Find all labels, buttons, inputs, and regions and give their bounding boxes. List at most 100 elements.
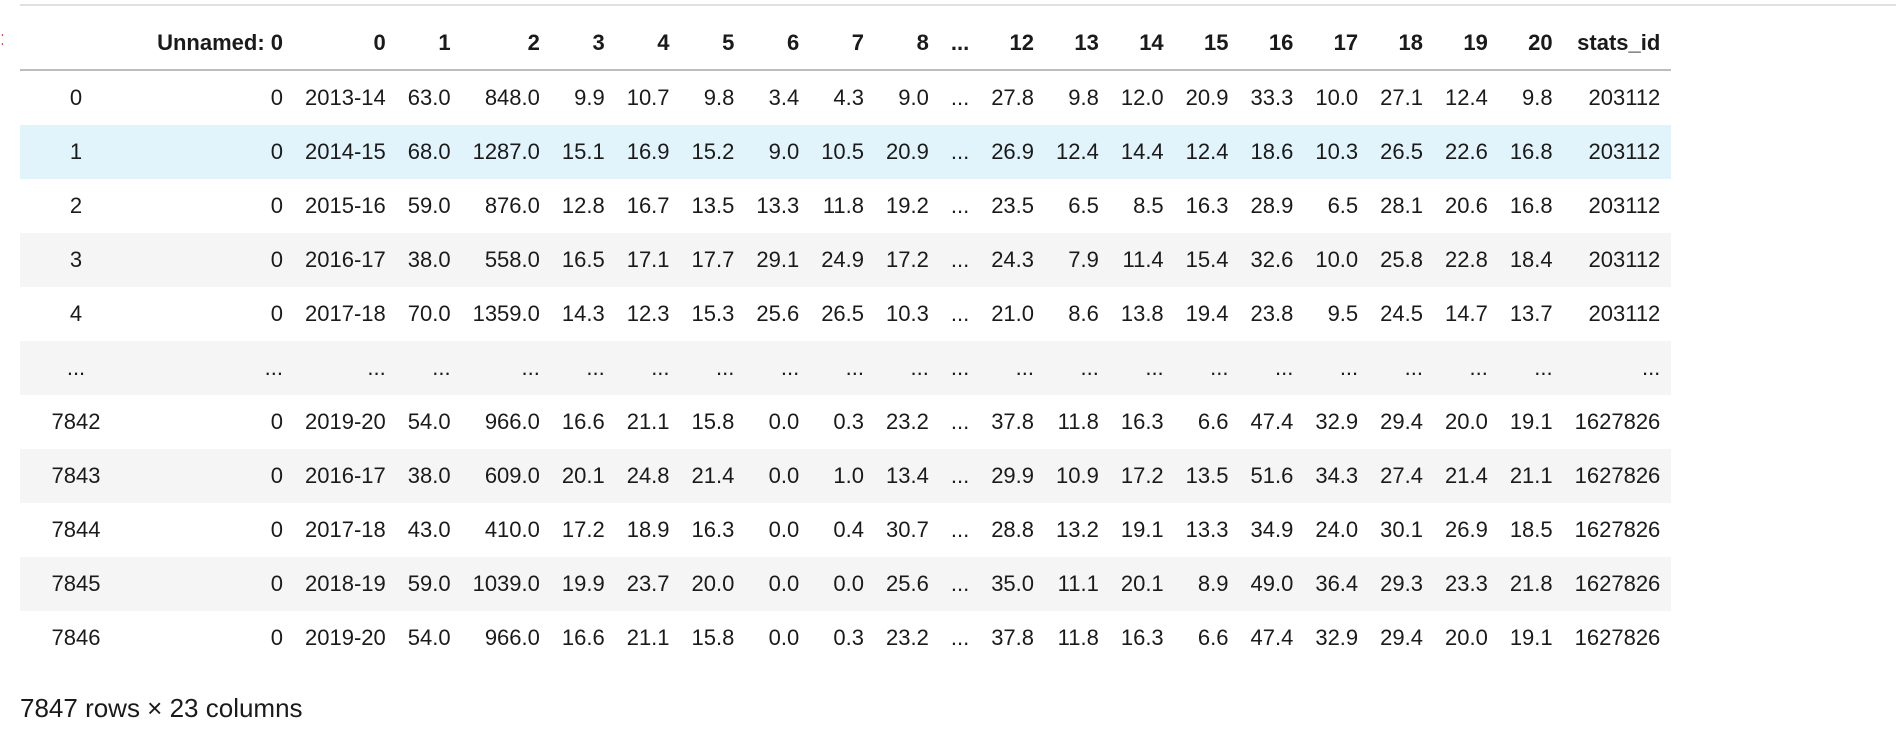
table-cell: 1287.0 [461,125,551,179]
table-cell: 17.1 [615,233,681,287]
table-row: 2 0 2015-16 59.0 876.0 12.8 16.7 13.5 13.3 11.8 19… [20,179,1671,233]
table-cell: 29.4 [1380,625,1423,650]
table-cell: 12.4 [1444,85,1488,110]
table-row: ........................................… [20,341,1672,395]
table-cell: 410.0 [484,517,540,542]
table-cell: 18.6 [1239,125,1305,179]
table-cell: 9.9 [574,85,605,110]
table-cell: ... [939,125,981,179]
table-cell: ... [615,341,681,395]
table-cell: 9.8 [1068,85,1099,110]
cell-top-border [20,0,1896,6]
row-index-cell: 7846 [51,625,101,650]
table-cell: 54.0 [407,625,451,650]
table-cell: 29.4 [1380,409,1423,434]
table-cell: ... [550,341,616,395]
table-cell: 51.6 [1239,449,1305,503]
table-cell: 11.1 [1045,557,1110,611]
table-cell: 10.3 [886,301,929,326]
column-header: 14 [1109,17,1175,71]
table-cell: 17.2 [875,233,940,287]
table-cell: 29.9 [980,449,1046,503]
table-cell: ... [294,341,397,395]
table-cell: ... [1109,341,1175,395]
table-cell: 27.1 [1380,85,1423,110]
table-cell: ... [1045,341,1110,395]
table-cell: 15.4 [1174,233,1240,287]
table-cell: 18.4 [1498,233,1564,287]
table-cell: 23.2 [886,409,929,434]
table-cell: 3.4 [768,85,800,110]
column-header: 7 [810,17,876,71]
table-cell: 22.8 [1433,233,1499,287]
table-cell: 14.3 [561,301,605,326]
table-cell: 0.3 [833,625,865,650]
table-cell: 876.0 [484,193,540,218]
row-index-cell: 3 [20,233,132,287]
row-index-cell: 7843 [20,449,132,503]
column-header: 20 [1498,17,1564,71]
table-cell: 23.7 [615,557,681,611]
table-cell: 10.7 [626,85,670,110]
table-cell: 1627826 [1574,517,1661,542]
table-cell: 1039.0 [461,557,551,611]
table-cell: ... [810,341,876,395]
table-cell: 20.0 [1444,625,1488,650]
table-cell: 1.0 [810,449,876,503]
table-cell: 68.0 [396,125,462,179]
table-cell: 19.1 [1509,409,1553,434]
table-cell: 16.3 [1120,625,1164,650]
table-cell: 33.3 [1250,85,1294,110]
table-cell: 26.5 [821,301,865,326]
table-row: 7845 0 2018-19 59.0 1039.0 19.9 23.7 20.0 0.0 0.0… [20,557,1672,611]
table-cell: 15.1 [550,125,616,179]
table-cell: ... [1304,341,1370,395]
table-cell: 25.8 [1369,233,1434,287]
table-cell: 1627826 [1574,409,1661,434]
table-cell: 13.7 [1509,301,1553,326]
table-cell: 0.0 [768,517,800,542]
table-cell: 8.5 [1133,193,1164,218]
table-cell: ... [745,341,811,395]
table-cell: 6.5 [1327,193,1359,218]
column-header: 5 [680,17,746,71]
row-index-cell: 0 [69,85,83,110]
table-row: 0 0 2013-14 63.0 848.0 9.9 10.7 9.8 3.4 4.3 9.0...… [20,70,1671,125]
table-cell: 37.8 [991,409,1035,434]
table-cell: ... [1563,341,1672,395]
table-cell: ... [875,341,940,395]
table-cell: 2015-16 [305,193,386,218]
table-cell: 11.8 [822,193,865,218]
table-cell: 17.2 [1109,449,1175,503]
table-cell: 6.5 [1068,193,1099,218]
column-header: 4 [615,17,681,71]
table-cell: 20.1 [1109,557,1175,611]
table-cell: 0 [270,193,283,218]
table-cell: ... [939,557,981,611]
row-index-cell: 4 [69,301,83,326]
index-header [20,17,132,71]
table-cell: ... [1369,341,1434,395]
table-cell: 63.0 [407,85,451,110]
table-cell: 0.0 [810,557,876,611]
table-cell: 2014-15 [294,125,397,179]
table-cell: 16.3 [1120,409,1164,434]
table-cell: ... [461,341,551,395]
table-cell: 49.0 [1239,557,1305,611]
table-cell: 12.8 [561,193,605,218]
table-cell: 28.1 [1380,193,1423,218]
table-cell: 2018-19 [294,557,397,611]
dataframe-table: Unnamed: 0 0 1 2 3 4 5 6 7 8... 12 13 14 15 16 17 18 19 20… [20,17,1672,665]
dataframe-shape-text: 7847 rows × 23 columns [20,693,303,723]
table-cell: 0 [270,517,283,542]
table-cell: 21.1 [626,625,670,650]
table-cell: 13.5 [691,193,735,218]
table-cell: 0 [270,85,283,110]
table-cell: 9.0 [745,125,811,179]
table-cell: 6.6 [1197,409,1229,434]
table-cell: ... [939,341,981,395]
table-cell: 19.9 [550,557,616,611]
table-cell: 30.7 [886,517,929,542]
table-cell: 12.0 [1120,85,1164,110]
table-cell: 15.8 [691,409,735,434]
